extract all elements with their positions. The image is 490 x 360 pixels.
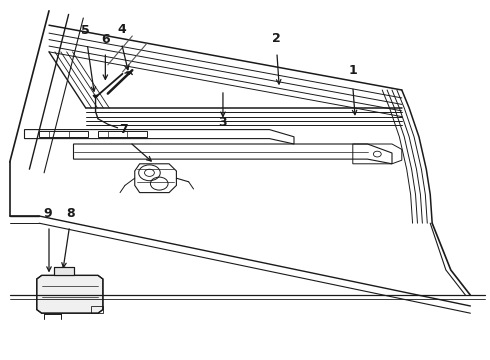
Text: 8: 8 — [66, 207, 75, 220]
Text: 4: 4 — [117, 23, 126, 36]
Polygon shape — [93, 95, 98, 98]
Text: 6: 6 — [101, 33, 110, 46]
Circle shape — [61, 270, 66, 273]
Polygon shape — [126, 72, 131, 75]
Text: 9: 9 — [44, 207, 52, 220]
Polygon shape — [37, 275, 103, 313]
Circle shape — [58, 267, 70, 276]
Text: 1: 1 — [348, 64, 357, 77]
Text: 7: 7 — [120, 123, 128, 136]
Text: 5: 5 — [81, 24, 90, 37]
Text: 3: 3 — [219, 116, 227, 129]
Polygon shape — [54, 267, 74, 275]
Text: 2: 2 — [272, 32, 281, 45]
